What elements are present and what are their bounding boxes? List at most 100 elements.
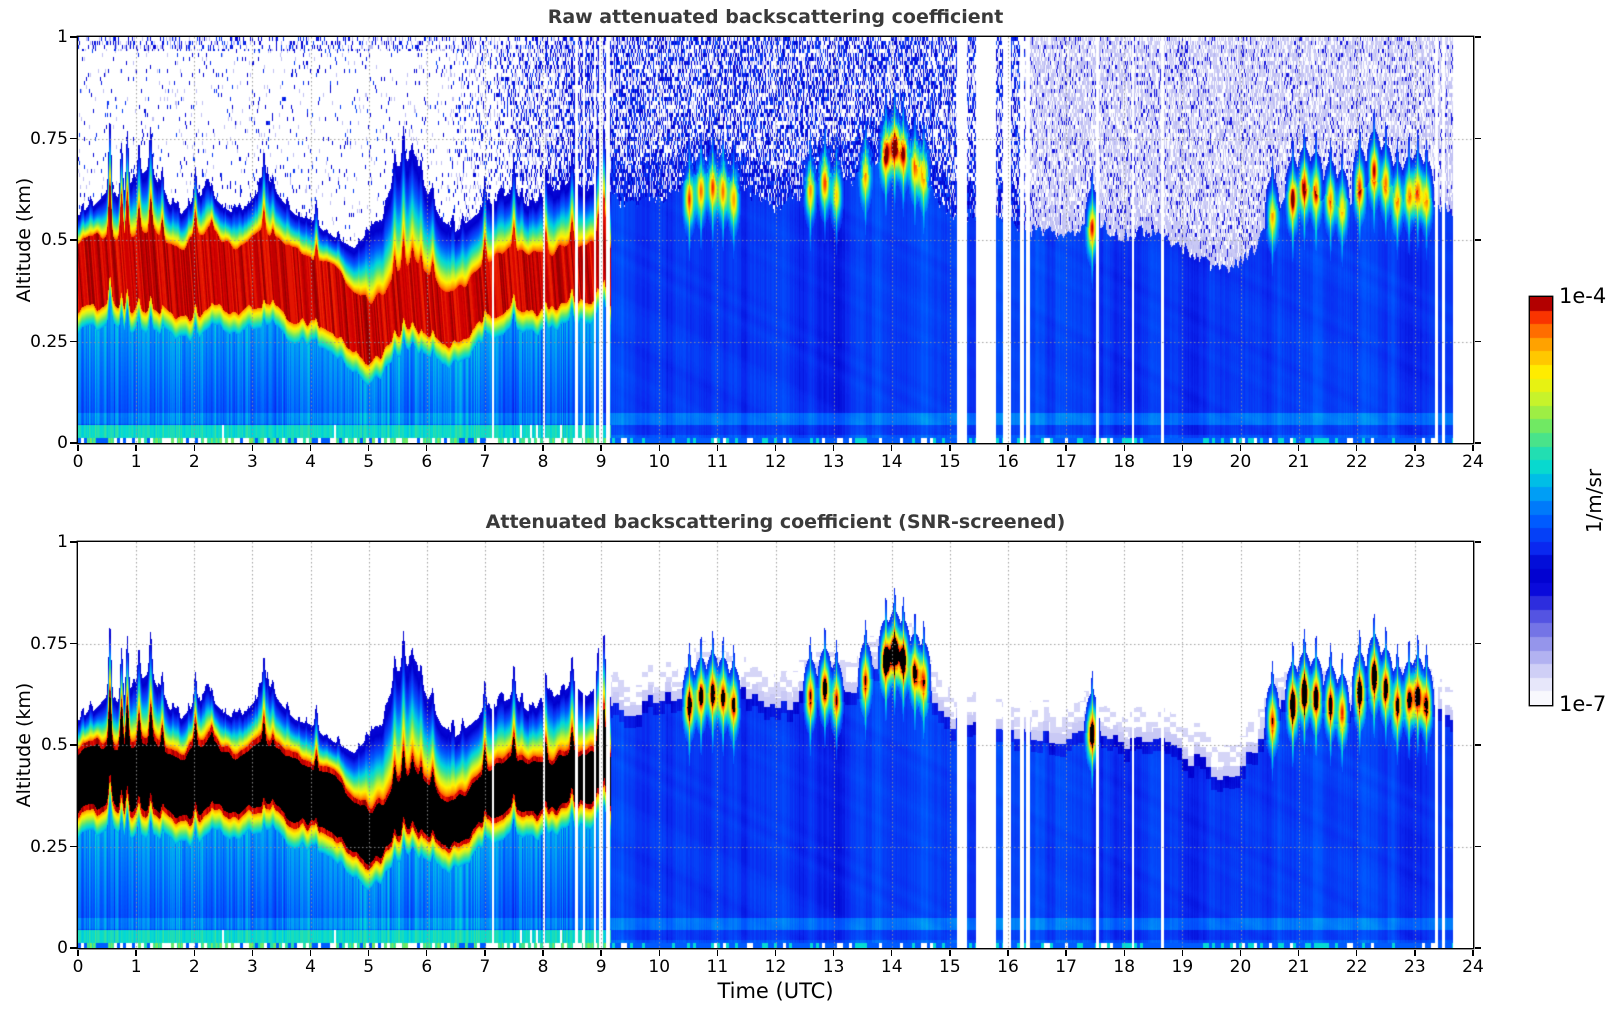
x-tick — [658, 950, 660, 956]
y-tick — [70, 744, 77, 746]
x-tick — [774, 445, 777, 451]
x-tick-label: 1 — [130, 452, 142, 472]
y-tick — [70, 340, 77, 343]
x-tick — [1472, 950, 1474, 956]
x-tick-label: 14 — [880, 957, 903, 977]
x-tick-label: 8 — [537, 452, 549, 472]
x-tick — [542, 445, 544, 451]
x-tick — [1123, 950, 1125, 956]
x-tick-label: 19 — [1171, 957, 1194, 977]
x-tick-label: 16 — [997, 452, 1019, 472]
x-tick-label: 24 — [1462, 957, 1484, 977]
colorbar-max-label: 1e-4 — [1559, 284, 1607, 308]
y-tick — [70, 947, 77, 949]
x-tick — [716, 950, 719, 956]
x-tick — [1181, 950, 1184, 956]
x-tick-label: 2 — [188, 452, 200, 472]
x-tick-label: 5 — [363, 452, 375, 472]
y-tick-right — [1474, 340, 1481, 343]
x-tick — [1123, 445, 1125, 451]
y-tick-label: 0.75 — [30, 128, 68, 149]
x-tick — [891, 950, 893, 956]
x-tick — [309, 950, 312, 956]
x-tick-label: 15 — [939, 452, 961, 472]
x-tick — [891, 445, 893, 451]
x-tick — [1356, 950, 1358, 956]
y-tick-label: 0.5 — [40, 230, 68, 250]
x-tick-label: 0 — [72, 452, 84, 472]
x-tick — [1356, 445, 1358, 451]
x-tick — [600, 445, 602, 451]
x-tick-label: 16 — [997, 957, 1019, 977]
x-tick-label: 2 — [188, 957, 200, 977]
x-axis-label: Time (UTC) — [717, 979, 834, 1003]
y-tick-right — [1474, 642, 1481, 645]
y-tick-label: 0.25 — [30, 331, 68, 352]
y-tick-label: 0 — [57, 433, 68, 453]
y-tick — [70, 845, 77, 848]
x-tick — [949, 445, 951, 451]
x-tick-label: 23 — [1404, 957, 1426, 977]
x-tick-label: 3 — [246, 452, 258, 472]
x-tick — [832, 950, 835, 956]
x-tick-label: 1 — [130, 957, 142, 977]
x-tick-label: 3 — [246, 957, 258, 977]
x-tick — [600, 950, 602, 956]
x-tick-label: 4 — [305, 452, 316, 472]
x-tick-label: 24 — [1462, 452, 1484, 472]
colorbar — [1530, 297, 1552, 705]
x-tick-label: 22 — [1345, 957, 1368, 977]
y-tick — [70, 137, 77, 140]
y-tick — [70, 36, 77, 38]
x-tick — [251, 445, 254, 451]
x-tick-label: 6 — [421, 452, 433, 472]
raw-heatmap — [78, 37, 1473, 443]
x-tick-label: 4 — [305, 957, 316, 977]
x-tick — [484, 950, 486, 956]
x-tick-label: 18 — [1113, 452, 1136, 472]
x-tick — [367, 950, 370, 956]
x-tick — [193, 445, 195, 451]
x-tick — [426, 445, 428, 451]
y-tick-label: 0 — [57, 938, 68, 958]
x-tick — [367, 445, 370, 451]
y-tick-right — [1474, 137, 1481, 140]
x-tick — [774, 950, 777, 956]
y-tick-label: 0.5 — [40, 735, 68, 755]
x-tick — [1007, 445, 1009, 451]
x-tick-label: 11 — [706, 957, 729, 977]
y-tick-label: 0.25 — [30, 836, 68, 857]
x-tick-label: 5 — [363, 957, 375, 977]
x-tick — [1065, 445, 1067, 451]
x-tick — [1297, 950, 1300, 956]
x-tick-label: 19 — [1171, 452, 1194, 472]
x-tick-label: 7 — [479, 957, 491, 977]
x-tick — [832, 445, 835, 451]
x-tick-label: 13 — [822, 957, 845, 977]
x-tick — [1239, 445, 1242, 451]
x-tick — [1239, 950, 1242, 956]
x-tick-label: 17 — [1055, 452, 1077, 472]
x-tick — [716, 445, 719, 451]
screened-panel-title: Attenuated backscattering coefficient (S… — [485, 511, 1066, 533]
y-tick — [70, 642, 77, 645]
x-tick — [77, 445, 79, 451]
x-tick-label: 21 — [1287, 452, 1310, 472]
x-tick-label: 13 — [822, 452, 845, 472]
y-tick — [70, 541, 77, 543]
colorbar-unit-label: 1/m/sr — [1582, 468, 1606, 534]
y-tick-label: 1 — [57, 532, 68, 552]
x-tick-label: 14 — [880, 452, 903, 472]
x-tick — [1414, 445, 1416, 451]
x-tick-label: 10 — [648, 452, 671, 472]
x-tick — [1414, 950, 1416, 956]
x-tick-label: 17 — [1055, 957, 1077, 977]
x-tick — [309, 445, 312, 451]
y-tick-label: 1 — [57, 27, 68, 47]
x-tick-label: 18 — [1113, 957, 1136, 977]
y-tick-right — [1474, 744, 1481, 746]
x-tick-label: 15 — [939, 957, 961, 977]
y-tick-right — [1474, 541, 1481, 543]
x-tick — [77, 950, 79, 956]
